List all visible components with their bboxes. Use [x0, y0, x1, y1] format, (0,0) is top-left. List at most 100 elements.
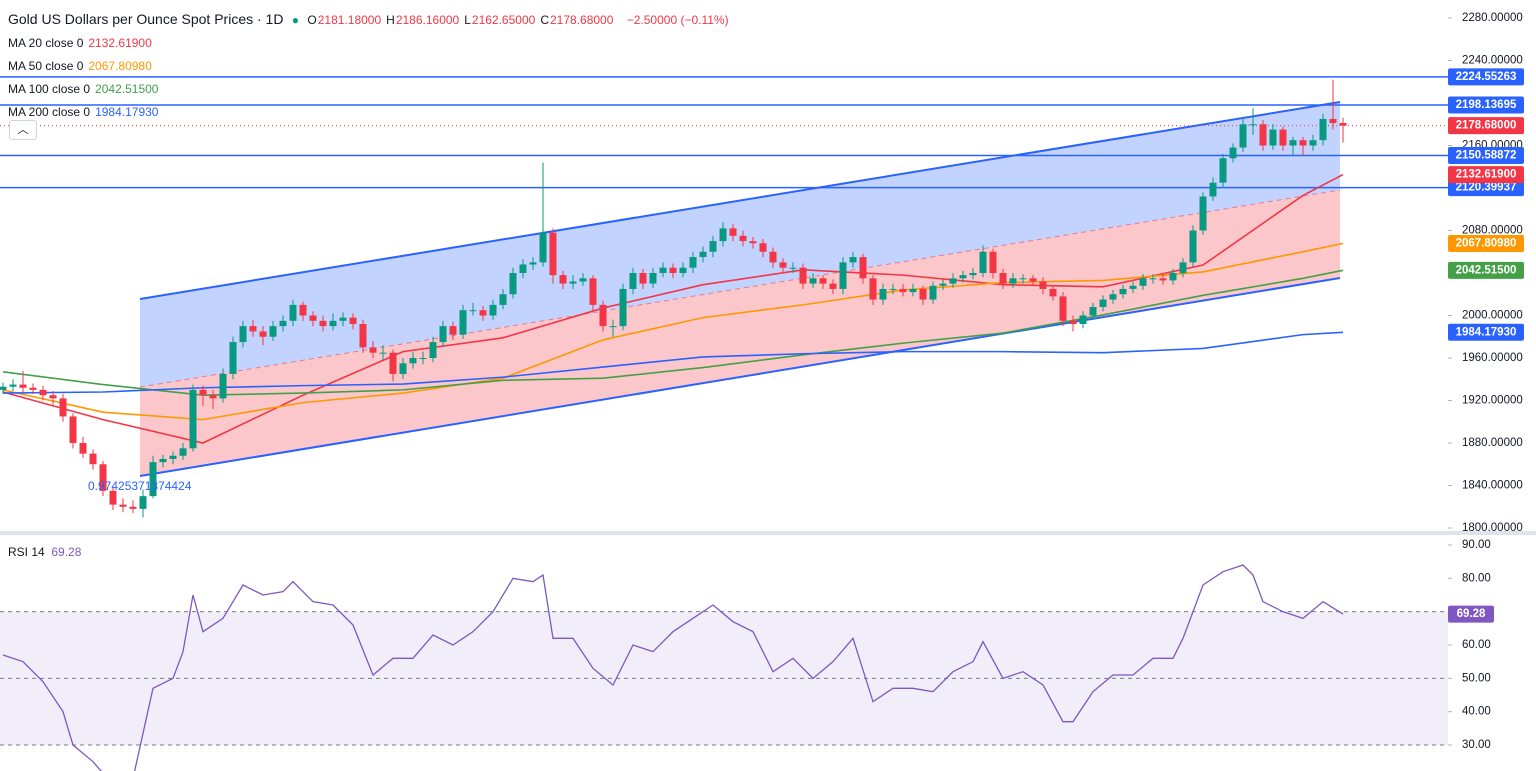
candle-body: [239, 326, 247, 343]
candle-body: [1249, 124, 1257, 126]
channel-lower: [139, 277, 1341, 477]
collapse-button[interactable]: ︿: [9, 120, 37, 140]
candle-body: [349, 317, 357, 325]
candle-body: [499, 294, 507, 305]
candle-body: [729, 228, 737, 236]
candle-body: [0, 386, 7, 390]
candle-body: [189, 389, 197, 449]
candle-body: [1179, 262, 1187, 274]
ma-row: MA 100 close 0 2042.51500: [8, 78, 734, 101]
level-label: 2198.13695: [1456, 99, 1517, 111]
candle-body: [1129, 285, 1137, 289]
ma-row: MA 20 close 0 2132.61900: [8, 32, 734, 55]
level-label-box: [1448, 146, 1524, 164]
candle-body: [969, 273, 977, 276]
y-tick-label: 2240.00000: [1462, 55, 1523, 67]
ma-label-box: [1448, 234, 1524, 252]
level-label: 2224.55263: [1456, 71, 1517, 83]
candle-body: [889, 288, 897, 290]
candle-body: [219, 373, 227, 399]
candle-body: [429, 342, 437, 359]
candle-body: [659, 267, 667, 274]
candle-body: [559, 275, 567, 284]
candle-body: [479, 310, 487, 316]
rsi-value-box: [1448, 605, 1494, 623]
rsi-pane: [0, 564, 1448, 771]
ohlc: O2181.18000 H2186.16000 L2162.65000 C2178.6…: [307, 13, 618, 27]
candle-body: [1319, 118, 1327, 141]
candle-body: [829, 283, 837, 289]
candle-body: [609, 326, 617, 328]
candle-body: [109, 490, 117, 505]
y-tick-label: 1840.00000: [1462, 480, 1523, 492]
candle-body: [869, 278, 877, 300]
candle-body: [169, 455, 177, 459]
candle-body: [1209, 182, 1217, 197]
ma-legend: MA 20 close 0 2132.61900 MA 50 close 0 2067…: [8, 32, 734, 124]
candle-body: [909, 288, 917, 293]
ma-name: MA 100 close 0: [8, 82, 91, 96]
candle-body: [1029, 278, 1037, 282]
candle-body: [339, 317, 347, 321]
candle-body: [999, 273, 1007, 284]
candle-body: [899, 288, 907, 293]
candle-body: [29, 387, 37, 390]
candle-body: [1159, 278, 1167, 281]
candle-body: [839, 262, 847, 289]
ohlc-label: L: [464, 13, 471, 27]
candle-body: [1219, 158, 1227, 183]
candle-body: [629, 273, 637, 289]
candle-body: [19, 384, 27, 388]
candle-body: [1139, 278, 1147, 286]
candle-body: [529, 262, 537, 265]
ma-value: 2067.80980: [88, 59, 152, 73]
candle-body: [799, 267, 807, 284]
candle-body: [959, 275, 967, 279]
level-label: 2120.39937: [1456, 182, 1517, 194]
candle-body: [1009, 278, 1017, 284]
ma-name: MA 20 close 0: [8, 36, 84, 50]
candle-body: [309, 315, 317, 321]
status-dot: ●: [291, 13, 300, 27]
candle-body: [1229, 147, 1237, 159]
level-label-box: [1448, 68, 1524, 86]
candle-body: [1269, 129, 1277, 146]
candle-body: [129, 506, 137, 509]
legend: Gold US Dollars per Ounce Spot Prices · …: [8, 8, 734, 124]
candle-body: [979, 251, 987, 274]
ma-name: MA 200 close 0: [8, 105, 91, 119]
channel-upper: [139, 101, 1341, 300]
candle-body: [989, 251, 997, 274]
candle-body: [599, 304, 607, 327]
candle-body: [359, 324, 367, 348]
channel-lower-fill: [140, 190, 1340, 476]
candle-body: [1169, 273, 1177, 281]
candle-body: [249, 326, 257, 332]
candle-body: [1069, 320, 1077, 325]
candle-body: [769, 251, 777, 263]
candle-body: [89, 453, 97, 465]
ma-label: 2042.51500: [1456, 264, 1517, 276]
ma-row: MA 50 close 0 2067.80980: [8, 55, 734, 78]
candle-body: [1049, 288, 1057, 297]
candle-body: [389, 352, 397, 374]
candle-body: [399, 363, 407, 374]
candle-body: [199, 389, 207, 396]
title-row: Gold US Dollars per Ounce Spot Prices · …: [8, 8, 734, 32]
y-tick-label: 2080.00000: [1462, 225, 1523, 237]
level-label: 2150.58872: [1456, 150, 1517, 162]
candle-body: [1019, 278, 1027, 280]
ohlc-label: H: [386, 13, 395, 27]
candle-body: [709, 241, 717, 252]
candle-body: [849, 257, 857, 263]
y-tick-label: 2280.00000: [1462, 12, 1523, 24]
candle-body: [459, 310, 467, 335]
candle-body: [649, 273, 657, 284]
ohlc-value: 2186.16000: [395, 13, 460, 27]
candle-body: [669, 267, 677, 274]
candle-body: [229, 342, 237, 374]
price-axis: 2280.000002240.000002160.000002080.00000…: [1448, 0, 1536, 751]
candle-body: [1309, 140, 1317, 146]
